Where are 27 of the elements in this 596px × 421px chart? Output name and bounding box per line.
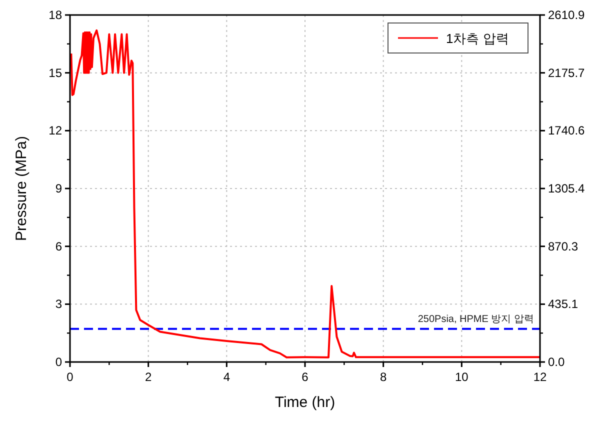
x-tick-label: 6	[302, 370, 309, 384]
y2-tick-label: 2610.9	[548, 8, 586, 22]
y-tick-label: 18	[48, 8, 62, 22]
legend-label: 1차측 압력	[446, 31, 509, 46]
x-tick-label: 12	[533, 370, 547, 384]
x-tick-label: 4	[223, 370, 230, 384]
y-tick-label: 15	[48, 66, 62, 80]
y-tick-label: 6	[55, 239, 62, 254]
y2-tick-label: 870.3	[548, 239, 578, 254]
y-tick-label: 12	[48, 124, 62, 138]
x-tick-label: 0	[66, 370, 74, 384]
y2-tick-label: 0.0	[548, 355, 566, 369]
x-tick-label: 10	[454, 370, 469, 384]
y2-tick-label: 2175.7	[548, 66, 586, 80]
ref-line-label: 250Psia, HPME 방지 압력	[418, 314, 534, 325]
x-axis-title: Time (hr)	[274, 394, 336, 411]
y2-tick-label: 1740.6	[548, 124, 586, 138]
y2-tick-label: 435.1	[548, 297, 578, 312]
x-tick-label: 8	[380, 370, 387, 384]
y2-tick-label: 1305.4	[548, 182, 586, 196]
legend: 1차측 압력	[388, 22, 528, 54]
y-axis-title: Pressure (MPa)	[13, 136, 30, 242]
y-tick-label: 3	[55, 297, 62, 312]
y-tick-label: 0	[55, 355, 62, 369]
x-tick-label: 2	[144, 370, 152, 384]
y-tick-label: 9	[55, 182, 62, 196]
line-series	[70, 29, 541, 358]
